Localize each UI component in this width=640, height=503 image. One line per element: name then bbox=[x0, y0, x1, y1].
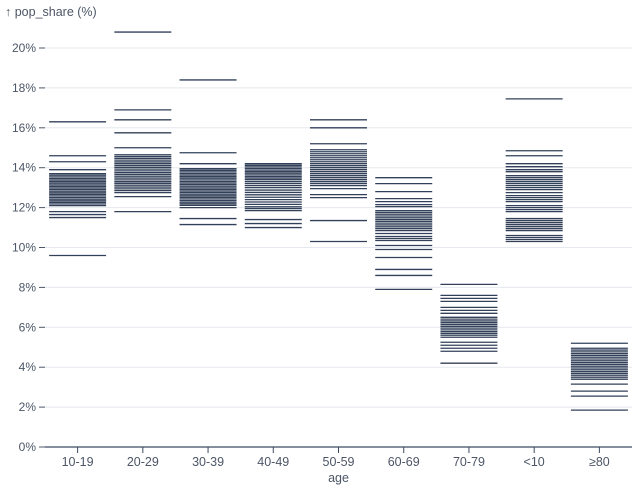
x-tick-label: ≥80 bbox=[589, 455, 610, 469]
tick-marks-group bbox=[49, 31, 628, 411]
y-tick-label: 6% bbox=[19, 320, 37, 334]
y-tick-label: 10% bbox=[12, 241, 36, 255]
y-tick-label: 14% bbox=[12, 161, 36, 175]
y-tick-label: 12% bbox=[12, 201, 36, 215]
y-axis-title: ↑ pop_share (%) bbox=[5, 5, 97, 19]
x-tick-label: 20-29 bbox=[127, 455, 159, 469]
x-axis-group: 10-19 20-29 30-39 40-49 50-59 60-69 70-79 <10 ≥8… bbox=[45, 446, 632, 485]
y-axis-group: 0% 2% 4% 6% 8% 10% 12% 14% 16% 18% 20% bbox=[12, 41, 45, 454]
x-tick-label: 30-39 bbox=[192, 455, 224, 469]
x-tick-label: 50-59 bbox=[323, 455, 355, 469]
y-tick-label: 0% bbox=[19, 440, 37, 454]
y-tick-label: 16% bbox=[12, 121, 36, 135]
x-tick-label: 40-49 bbox=[257, 455, 289, 469]
y-tick-label: 2% bbox=[19, 400, 37, 414]
x-tick-label: 10-19 bbox=[62, 455, 94, 469]
x-tick-label: 60-69 bbox=[388, 455, 420, 469]
x-tick-label: 70-79 bbox=[453, 455, 485, 469]
gridlines-group bbox=[45, 47, 632, 408]
y-tick-label: 18% bbox=[12, 81, 36, 95]
y-tick-label: 4% bbox=[19, 360, 37, 374]
y-tick-label: 8% bbox=[19, 280, 37, 294]
x-tick-label: <10 bbox=[524, 455, 545, 469]
y-tick-label: 20% bbox=[12, 41, 36, 55]
x-axis-label: age bbox=[328, 471, 349, 485]
